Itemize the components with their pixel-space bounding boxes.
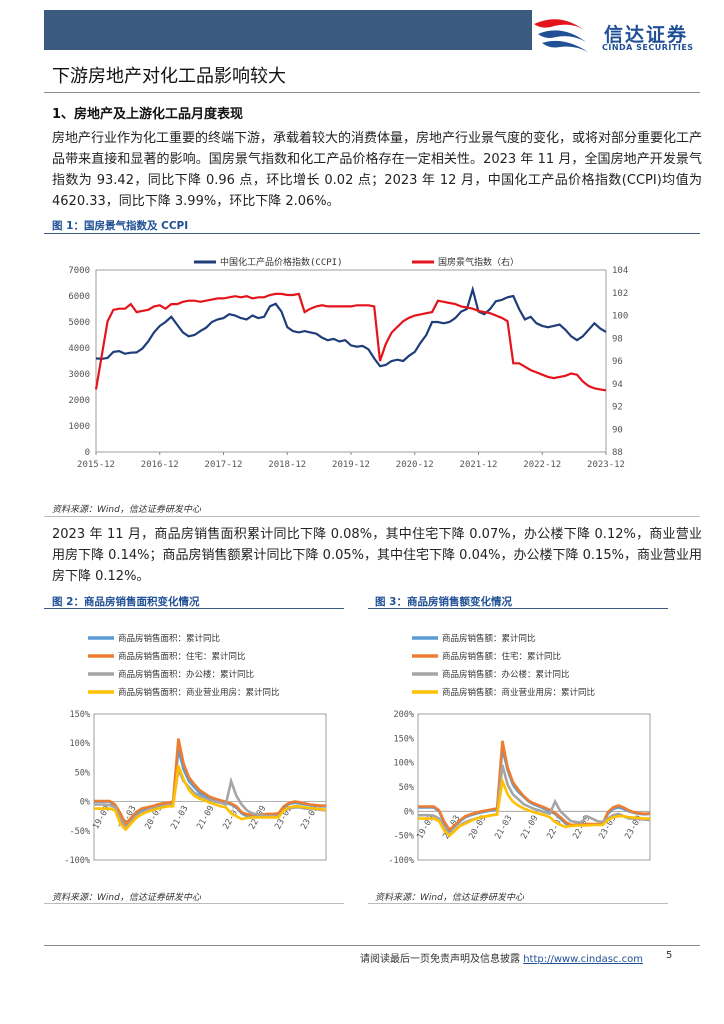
y-right-tick-label: 102 xyxy=(612,289,628,299)
x-tick-label: 21-03 xyxy=(169,804,190,831)
figure-2-source: 资料来源：Wind，信达证券研发中心 xyxy=(52,893,201,903)
y-tick-label: 50% xyxy=(399,783,414,793)
series-line xyxy=(94,738,326,827)
y-right-tick-label: 96 xyxy=(612,357,623,367)
chart-ccpi-housing-index: 0 1000 2000 3000 4000 5000 6000 7000 88 90 92 94 96 9… xyxy=(68,256,628,470)
chart-sales-area: 商品房销售面积：累计同比商品房销售面积：住宅：累计同比商品房销售面积：办公楼：累… xyxy=(64,633,327,866)
y-right-tick-label: 94 xyxy=(612,380,623,390)
series-line xyxy=(95,285,607,368)
page-number: 5 xyxy=(666,950,673,961)
y-left-tick-label: 6000 xyxy=(68,292,90,302)
x-tick-label: 2016-12 xyxy=(141,460,179,470)
x-tick-label: 21-09 xyxy=(195,804,216,831)
y-left-tick-label: 4000 xyxy=(68,344,90,354)
y-left-tick-label: 5000 xyxy=(68,318,90,328)
x-tick-label: 2018-12 xyxy=(268,460,306,470)
y-left-tick-label: 1000 xyxy=(68,422,90,432)
cinda-logo-icon xyxy=(534,19,588,52)
y-tick-label: 0% xyxy=(404,807,414,817)
x-tick-label: 2020-12 xyxy=(396,460,434,470)
logo-text-cn: 信达证券 xyxy=(604,24,689,46)
footer-disclaimer: 请阅读最后一页免责声明及信息披露 http://www.cindasc.com xyxy=(360,950,643,965)
series-line xyxy=(94,764,327,832)
figure-1-caption: 图 1：国房景气指数及 CCPI xyxy=(52,220,189,232)
x-tick-label: 2021-12 xyxy=(460,460,498,470)
logo-text-en: CINDA SECURITIES xyxy=(602,43,694,52)
y-right-tick-label: 100 xyxy=(612,312,628,322)
footer-divider xyxy=(44,945,700,946)
y-tick-label: 100% xyxy=(70,739,90,749)
y-right-tick-label: 90 xyxy=(612,425,623,435)
series-line xyxy=(94,292,607,392)
figure-2-caption-rule xyxy=(44,608,344,609)
y-tick-label: 0% xyxy=(80,798,90,808)
x-tick-label: 2019-12 xyxy=(332,460,370,470)
y-tick-label: 50% xyxy=(75,768,90,778)
header-bar-end xyxy=(514,10,532,50)
paragraph-2: 2023 年 11 月，商品房销售面积累计同比下降 0.08%，其中住宅下降 0… xyxy=(52,527,702,584)
legend-label: 商品房销售额：商业营业用房：累计同比 xyxy=(442,687,595,698)
figure-3-source: 资料来源：Wind，信达证券研发中心 xyxy=(375,893,524,903)
plot-frame xyxy=(93,713,327,861)
y-tick-label: 150% xyxy=(394,734,414,744)
plot-frame xyxy=(95,269,607,453)
legend-label: 商品房销售面积：办公楼：累计同比 xyxy=(118,669,254,680)
y-right-tick-label: 88 xyxy=(612,448,623,458)
legend-label: 商品房销售额：累计同比 xyxy=(442,633,536,644)
chart-sales-amount: 商品房销售额：累计同比商品房销售额：住宅：累计同比商品房销售额：办公楼：累计同比… xyxy=(388,633,651,866)
series-line xyxy=(418,740,651,832)
y-tick-label: 100% xyxy=(394,759,414,769)
x-tick-label: 2015-12 xyxy=(77,460,115,470)
y-tick-label: 200% xyxy=(394,710,414,720)
figure-2-source-rule xyxy=(44,903,344,904)
y-tick-label: -50% xyxy=(70,827,90,837)
legend-label: 商品房销售面积：累计同比 xyxy=(118,633,220,644)
title-divider xyxy=(44,92,700,93)
x-tick-label: 2022-12 xyxy=(523,460,561,470)
legend-label: 商品房销售面积：住宅：累计同比 xyxy=(118,651,246,662)
y-tick-label: -50% xyxy=(394,832,414,842)
x-tick-label: 21-03 xyxy=(493,814,514,841)
header-bar xyxy=(44,10,514,50)
figure-1-source: 资料来源：Wind，信达证券研发中心 xyxy=(52,505,201,515)
series-line xyxy=(418,776,650,838)
figure-3-caption: 图 3：商品房销售额变化情况 xyxy=(375,596,512,608)
y-tick-label: 150% xyxy=(70,710,90,720)
x-tick-label: 2023-12 xyxy=(587,460,625,470)
legend-label: 国房景气指数（右） xyxy=(438,256,519,268)
section-title: 下游房地产对化工品影响较大 xyxy=(52,66,286,87)
y-tick-label: -100% xyxy=(388,856,414,866)
footer-link[interactable]: http://www.cindasc.com xyxy=(523,954,643,965)
figure-2-caption: 图 2：商品房销售面积变化情况 xyxy=(52,596,200,608)
y-right-tick-label: 104 xyxy=(612,266,628,276)
legend-label: 商品房销售额：办公楼：累计同比 xyxy=(442,669,570,680)
subheading: 1、房地产及上游化工品月度表现 xyxy=(52,107,244,122)
figure-1-caption-rule xyxy=(44,233,700,234)
figure-1-source-rule xyxy=(44,516,700,517)
figure-3-caption-rule xyxy=(368,608,668,609)
y-right-tick-label: 92 xyxy=(612,403,623,413)
paragraph-1: 房地产行业作为化工重要的终端下游，承载着较大的消费体量，房地产行业景气度的变化，… xyxy=(52,131,703,209)
x-tick-label: 2017-12 xyxy=(205,460,243,470)
plot-frame xyxy=(417,713,651,861)
footer-text: 请阅读最后一页免责声明及信息披露 xyxy=(360,954,524,965)
y-tick-label: -100% xyxy=(64,856,90,866)
y-left-tick-label: 7000 xyxy=(68,266,90,276)
y-left-tick-label: 0 xyxy=(85,448,90,458)
figure-3-source-rule xyxy=(368,903,668,904)
y-left-tick-label: 2000 xyxy=(68,396,90,406)
legend-label: 中国化工产品价格指数(CCPI) xyxy=(220,256,343,268)
y-left-tick-label: 3000 xyxy=(68,370,90,380)
legend-label: 商品房销售额：住宅：累计同比 xyxy=(442,651,561,662)
x-tick-label: 21-09 xyxy=(519,814,540,841)
y-right-tick-label: 98 xyxy=(612,334,623,344)
legend-label: 商品房销售面积：商业营业用房：累计同比 xyxy=(118,687,280,698)
